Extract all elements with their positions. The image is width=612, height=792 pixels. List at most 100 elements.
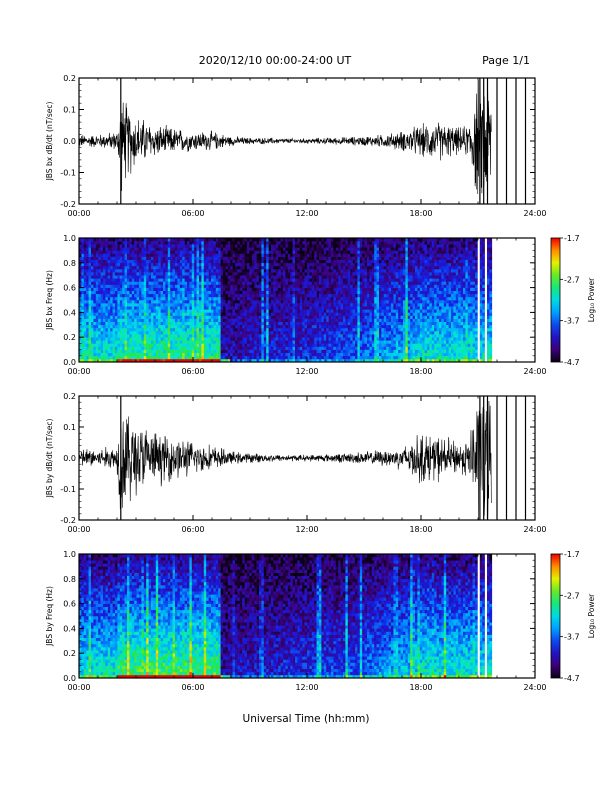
spectrogram-cell [160, 253, 164, 257]
spectrogram-cell [321, 256, 325, 260]
spectrogram-cell [163, 312, 166, 316]
spectrogram-cell [215, 247, 219, 251]
spectrogram-cell [295, 290, 298, 295]
spectrogram-cell [316, 278, 320, 282]
spectrogram-cell [268, 265, 272, 270]
spectrogram-cell [167, 334, 171, 338]
spectrogram-cell [345, 324, 349, 329]
spectrogram-cell [266, 259, 269, 264]
spectrogram-cell [177, 321, 181, 326]
spectrogram-cell [208, 250, 212, 254]
spectrogram-cell [307, 256, 310, 260]
spectrogram-cell [362, 340, 365, 344]
spectrogram-cell [237, 315, 241, 319]
spectrogram-cell [143, 253, 147, 257]
spectrogram-cell [232, 238, 236, 242]
spectrogram-cell [98, 269, 101, 273]
spectrogram-cell [345, 358, 349, 363]
spectrogram-cell [119, 327, 123, 332]
spectrogram-cell [127, 324, 130, 329]
spectrogram-cell [266, 275, 269, 279]
spectrogram-cell [148, 253, 152, 257]
spectrogram-cell [357, 284, 361, 288]
spectrogram-cell [263, 321, 267, 326]
spectrogram-cell [131, 278, 135, 282]
spectrogram-cell [160, 250, 164, 254]
spectrogram-cell [167, 262, 171, 267]
spectrogram-cell [199, 352, 202, 357]
spectrogram-cell [88, 281, 92, 285]
spectrogram-cell [323, 349, 327, 353]
spectrogram-cell [311, 244, 315, 248]
spectrogram-cell [302, 278, 305, 282]
spectrogram-cell [179, 241, 183, 245]
spectrogram-cell [163, 331, 166, 335]
spectrogram-cell [278, 327, 281, 332]
spectrogram-cell [146, 281, 149, 285]
spectrogram-cell [223, 269, 226, 273]
spectrogram-cell [153, 349, 157, 353]
spectrogram-cell [165, 256, 169, 260]
spectrogram-cell [88, 306, 92, 310]
spectrogram-cell [134, 303, 137, 307]
spectrogram-cell [263, 337, 267, 341]
spectrogram-cell [340, 265, 344, 270]
spectrogram-cell [143, 275, 147, 279]
spectrogram-cell [95, 324, 99, 329]
spectrogram-cell [302, 262, 305, 267]
spectrogram-cell [261, 238, 265, 242]
spectrogram-cell [225, 337, 229, 341]
spectrogram-cell [153, 265, 157, 270]
spectrogram-cell [357, 275, 361, 279]
spectrogram-cell [189, 300, 193, 304]
spectrogram-cell [141, 334, 145, 338]
spectrogram-cell [290, 334, 293, 338]
spectrogram-cell [302, 312, 305, 316]
spectrogram-cell [263, 327, 267, 332]
spectrogram-cell [268, 256, 272, 260]
spectrogram-cell [232, 275, 236, 279]
spectrogram-cell [160, 247, 164, 251]
spectrogram-cell [266, 352, 269, 357]
y-tick-label: -0.2 [60, 200, 76, 209]
spectrogram-cell [110, 278, 113, 282]
spectrogram-cell [263, 309, 267, 313]
spectrogram-cell [239, 241, 243, 245]
spectrogram-cell [254, 334, 257, 338]
spectrogram-cell [103, 272, 106, 276]
spectrogram-cell [191, 262, 195, 267]
spectrogram-cell [129, 327, 133, 332]
spectrogram-cell [278, 293, 281, 298]
spectrogram-cell [292, 272, 296, 276]
spectrogram-cell [158, 331, 161, 335]
spectrogram-cell [184, 269, 188, 273]
spectrogram-cell [155, 352, 159, 357]
spectrogram-cell [326, 247, 329, 251]
spectrogram-cell [196, 303, 200, 307]
spectrogram-cell [347, 346, 351, 350]
spectrogram-cell [91, 334, 94, 338]
spectrogram-cell [122, 331, 125, 335]
spectrogram-cell [81, 265, 85, 270]
spectrogram-cell [273, 358, 277, 363]
spectrogram-cell [107, 247, 111, 251]
spectrogram-cell [184, 272, 188, 276]
spectrogram-cell [136, 265, 140, 270]
spectrogram-cell [273, 256, 277, 260]
spectrogram-cell [124, 272, 128, 276]
spectrogram-cell [182, 346, 185, 350]
spectrogram-cell [331, 346, 334, 350]
spectrogram-cell [237, 244, 241, 248]
spectrogram-cell [259, 306, 262, 310]
spectrogram-cell [275, 327, 279, 332]
spectrogram-cell [323, 309, 327, 313]
spectrogram-cell [311, 303, 315, 307]
spectrogram-cell [292, 309, 296, 313]
spectrogram-cell [91, 293, 94, 298]
spectrogram-cell [328, 262, 332, 267]
spectrogram-cell [110, 315, 113, 319]
spectrogram-cell [283, 256, 286, 260]
spectrogram-cell [194, 253, 197, 257]
spectrogram-cell [283, 241, 286, 245]
spectrogram-cell [235, 269, 238, 273]
